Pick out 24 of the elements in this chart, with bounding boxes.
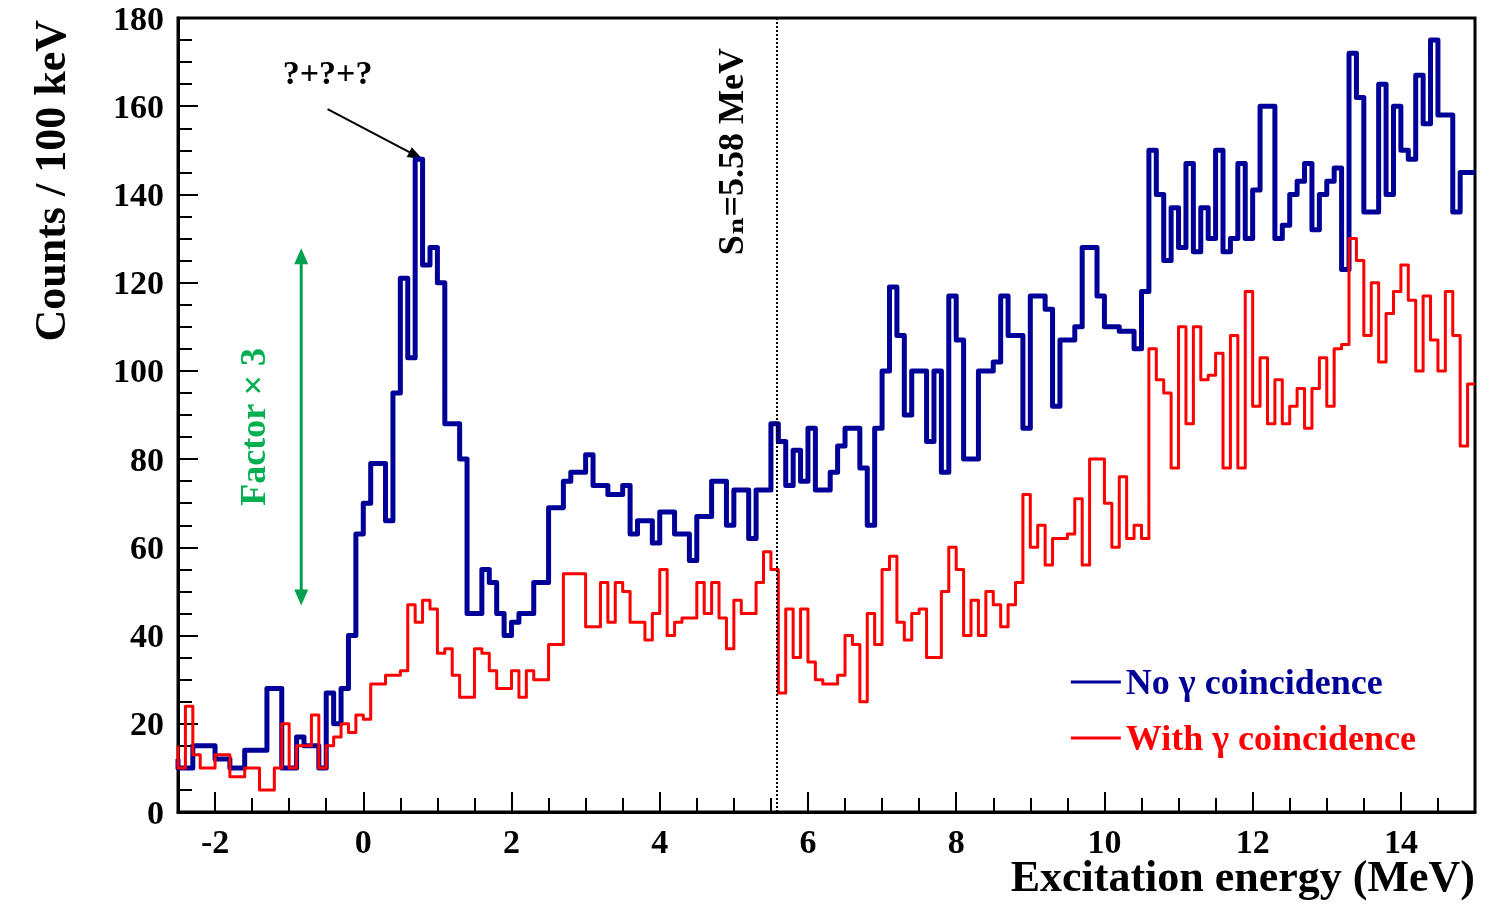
annotation: Factor × 3 <box>233 348 274 506</box>
legend-label: With γ coincidence <box>1125 718 1417 758</box>
x-tick-label: 12 <box>1235 822 1270 860</box>
x-tick-label: -2 <box>200 822 230 860</box>
y-tick-label: 120 <box>113 264 164 302</box>
x-tick-label: 8 <box>947 822 965 860</box>
y-tick-label: 20 <box>130 705 164 743</box>
x-tick-label: 14 <box>1383 822 1418 860</box>
y-tick-label: 0 <box>147 793 164 831</box>
legend-label: No γ coincidence <box>1125 662 1383 702</box>
y-tick-label: 100 <box>113 352 164 390</box>
y-tick-label: 40 <box>130 617 164 655</box>
x-tick-label: 6 <box>799 822 817 860</box>
y-axis-title: Counts / 100 keV <box>25 19 75 342</box>
annotation: ?+?+? <box>282 53 373 91</box>
x-tick-label: 2 <box>503 822 521 860</box>
y-tick-label: 160 <box>113 87 164 125</box>
x-tick-label: 10 <box>1087 822 1122 860</box>
x-tick-label: 0 <box>354 822 372 860</box>
y-tick-label: 80 <box>130 440 164 478</box>
x-tick-label: 4 <box>651 822 669 860</box>
ref-line-label: Sₙ=5.58 MeV <box>710 48 751 256</box>
y-tick-label: 60 <box>130 528 164 566</box>
y-tick-label: 140 <box>113 175 164 213</box>
